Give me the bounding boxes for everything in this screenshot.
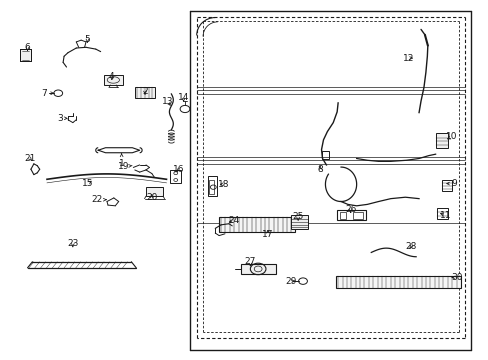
Text: 3: 3 bbox=[57, 114, 67, 123]
Text: 25: 25 bbox=[292, 212, 303, 221]
Bar bbox=[435, 134, 447, 148]
Text: 19: 19 bbox=[118, 162, 132, 171]
Bar bbox=[20, 49, 31, 61]
Bar bbox=[352, 212, 362, 219]
Text: 1: 1 bbox=[119, 154, 124, 168]
Bar bbox=[321, 151, 328, 159]
Bar bbox=[208, 180, 213, 194]
Text: 23: 23 bbox=[67, 239, 79, 248]
Text: 26: 26 bbox=[345, 205, 356, 214]
Text: 10: 10 bbox=[445, 132, 457, 141]
Text: 7: 7 bbox=[41, 89, 53, 98]
Text: 6: 6 bbox=[24, 43, 30, 52]
Text: 16: 16 bbox=[173, 165, 184, 174]
Text: 20: 20 bbox=[146, 193, 157, 202]
Text: 27: 27 bbox=[244, 257, 256, 266]
Bar bbox=[170, 170, 181, 183]
Text: 21: 21 bbox=[24, 154, 36, 163]
Text: 29: 29 bbox=[285, 276, 296, 285]
Bar bbox=[135, 87, 155, 98]
Bar bbox=[441, 180, 451, 192]
Bar bbox=[336, 210, 366, 220]
Bar bbox=[335, 276, 460, 288]
Text: 24: 24 bbox=[228, 216, 239, 225]
Text: 9: 9 bbox=[446, 179, 456, 188]
Text: 18: 18 bbox=[218, 180, 229, 189]
Bar bbox=[339, 212, 345, 219]
Bar bbox=[207, 176, 216, 196]
Text: 17: 17 bbox=[262, 230, 273, 239]
Bar bbox=[240, 264, 275, 274]
Bar bbox=[146, 187, 163, 196]
Text: 8: 8 bbox=[317, 165, 322, 174]
Text: 2: 2 bbox=[142, 86, 147, 95]
Text: 22: 22 bbox=[91, 195, 106, 204]
Text: 4: 4 bbox=[109, 72, 115, 81]
Text: 15: 15 bbox=[81, 179, 93, 188]
Text: 11: 11 bbox=[439, 211, 450, 220]
Bar bbox=[290, 215, 307, 229]
Text: 5: 5 bbox=[84, 35, 90, 44]
Text: 30: 30 bbox=[450, 273, 462, 282]
Text: 12: 12 bbox=[402, 54, 414, 63]
Bar bbox=[104, 75, 122, 85]
Bar bbox=[436, 208, 447, 219]
Text: 13: 13 bbox=[162, 96, 173, 105]
Text: 28: 28 bbox=[405, 242, 416, 251]
Text: 14: 14 bbox=[178, 93, 189, 102]
Bar bbox=[219, 217, 294, 232]
